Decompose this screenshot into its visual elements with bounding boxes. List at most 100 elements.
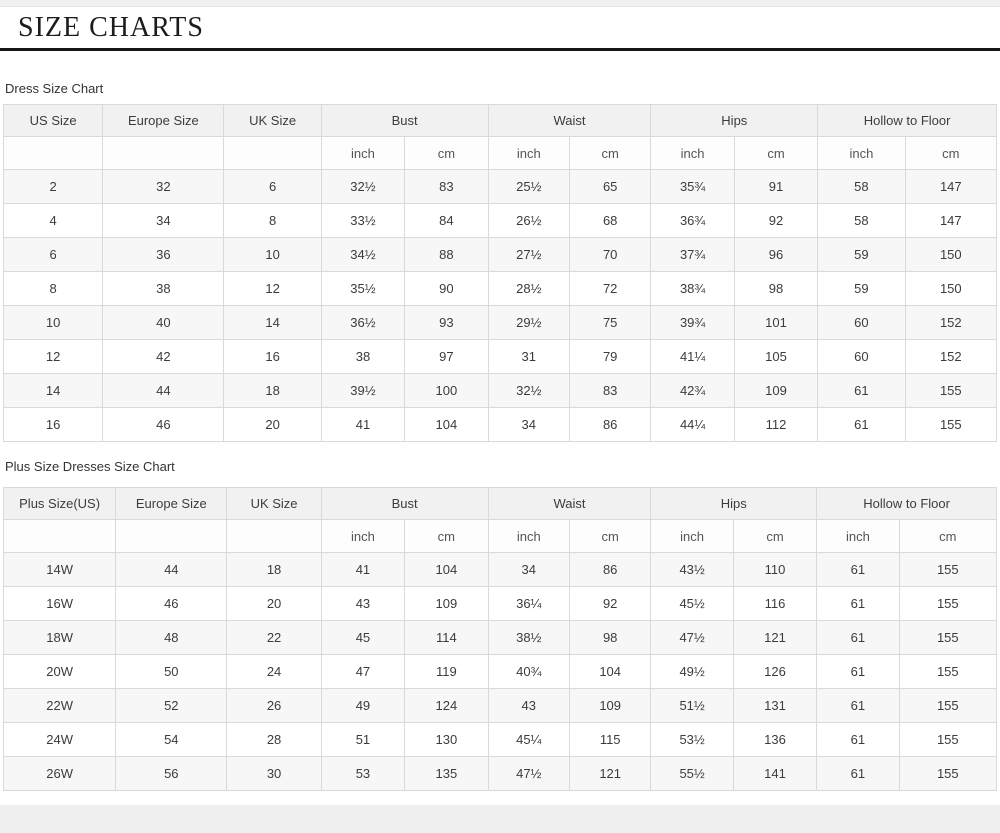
table-cell: 34: [487, 552, 570, 587]
table-row: 6 36 10 34½ 88 27½ 70 37¾ 96 59 150: [2, 237, 998, 272]
table-cell: 61: [817, 373, 906, 408]
table-cell: 155: [898, 620, 998, 655]
unit-inch: inch: [817, 136, 906, 170]
table-cell: 155: [904, 407, 998, 442]
table-cell: 55½: [650, 756, 734, 791]
table-cell: 53½: [650, 722, 734, 757]
col-header-hips: Hips: [650, 487, 818, 520]
table-row: 8 38 12 35½ 90 28½ 72 38¾ 98 59 150: [2, 271, 998, 306]
table-cell: 88: [404, 237, 489, 272]
table-cell: 18: [226, 552, 322, 587]
table-cell: 40: [102, 305, 225, 340]
table-cell: 46: [102, 407, 225, 442]
table-cell: 48: [115, 620, 228, 655]
unit-cm: cm: [733, 136, 819, 170]
table-cell: 83: [404, 169, 489, 204]
table-cell: 38: [102, 271, 225, 306]
table-cell: 36: [102, 237, 225, 272]
table-cell: 126: [732, 654, 818, 689]
table-row: 4 34 8 33½ 84 26½ 68 36¾ 92 58 147: [2, 203, 998, 238]
table-cell: 56: [115, 756, 228, 791]
table-cell: 47½: [487, 756, 570, 791]
table-cell: 37¾: [650, 237, 735, 272]
table-cell: 43: [320, 586, 406, 621]
table-cell: 61: [816, 722, 900, 757]
table-cell: 2: [2, 169, 104, 204]
table-cell: 61: [816, 620, 900, 655]
table-cell: 43½: [650, 552, 734, 587]
table-cell: 75: [568, 305, 652, 340]
table-cell: 16: [223, 339, 322, 374]
table-header-row: US Size Europe Size UK Size Bust Waist H…: [2, 104, 997, 137]
table-cell: 14: [2, 373, 104, 408]
unit-inch: inch: [320, 136, 406, 170]
table-cell: 47½: [650, 620, 734, 655]
table-cell: 104: [404, 407, 489, 442]
table-cell: 35½: [320, 271, 406, 306]
table-cell: 16W: [2, 586, 117, 621]
table-cell: 34½: [320, 237, 406, 272]
table-cell: 109: [404, 586, 489, 621]
table-cell: 68: [568, 203, 652, 238]
table-cell: 60: [817, 305, 906, 340]
table-cell: 104: [404, 552, 489, 587]
table-cell: 92: [568, 586, 652, 621]
table-cell: 22: [226, 620, 322, 655]
table-body: 2 32 6 32½ 83 25½ 65 35¾ 91 58 147 4 34 8 33½ 84 26½ 68 36…: [2, 169, 998, 442]
unit-inch: inch: [487, 136, 570, 170]
table-cell: 47: [320, 654, 406, 689]
unit-cm: cm: [898, 519, 998, 553]
table-cell: 104: [568, 654, 652, 689]
table-cell: 51: [320, 722, 406, 757]
table-cell: 109: [568, 688, 652, 723]
table-row: 10 40 14 36½ 93 29½ 75 39¾ 101 60 152: [2, 305, 998, 340]
empty-cell: [115, 519, 228, 553]
table-cell: 43: [487, 688, 570, 723]
unit-cm: cm: [904, 136, 998, 170]
table-cell: 36½: [320, 305, 406, 340]
table-cell: 53: [320, 756, 406, 791]
unit-inch: inch: [487, 519, 570, 553]
table-cell: 135: [404, 756, 489, 791]
table-cell: 116: [732, 586, 818, 621]
table-cell: 44¼: [650, 407, 735, 442]
table-cell: 14W: [2, 552, 117, 587]
table-unit-row: inch cm inch cm inch cm inch cm: [2, 519, 998, 553]
table-cell: 155: [898, 722, 998, 757]
table-cell: 25½: [487, 169, 570, 204]
table-row: 14 44 18 39½ 100 32½ 83 42¾ 109 61 155: [2, 373, 998, 408]
table-cell: 24W: [2, 722, 117, 757]
table-cell: 152: [904, 339, 998, 374]
table-cell: 59: [817, 237, 906, 272]
empty-cell: [223, 136, 322, 170]
col-header-hollow-to-floor: Hollow to Floor: [817, 104, 997, 137]
table-cell: 147: [904, 169, 998, 204]
table-cell: 44: [115, 552, 228, 587]
unit-inch: inch: [320, 519, 406, 553]
col-header-uk-size: UK Size: [226, 487, 322, 520]
table-cell: 115: [568, 722, 652, 757]
table-cell: 150: [904, 237, 998, 272]
table-cell: 26½: [487, 203, 570, 238]
col-header-bust: Bust: [320, 487, 489, 520]
table-cell: 22W: [2, 688, 117, 723]
col-header-plus-size-us: Plus Size(US): [2, 487, 117, 520]
table-cell: 27½: [487, 237, 570, 272]
table-cell: 100: [404, 373, 489, 408]
table-cell: 10: [223, 237, 322, 272]
dress-size-chart-table: US Size Europe Size UK Size Bust Waist H…: [2, 104, 998, 442]
table-cell: 12: [2, 339, 104, 374]
table-cell: 4: [2, 203, 104, 238]
table-cell: 12: [223, 271, 322, 306]
col-header-hips: Hips: [650, 104, 819, 137]
table-cell: 59: [817, 271, 906, 306]
table-cell: 119: [404, 654, 489, 689]
empty-cell: [2, 519, 117, 553]
table-cell: 20W: [2, 654, 117, 689]
table-cell: 45½: [650, 586, 734, 621]
empty-cell: [2, 136, 104, 170]
table-cell: 98: [733, 271, 819, 306]
title-bar: SIZE CHARTS: [0, 7, 1000, 51]
table-row: 26W 56 30 53 135 47½ 121 55½ 141 61 155: [2, 756, 998, 791]
col-header-us-size: US Size: [2, 104, 104, 137]
